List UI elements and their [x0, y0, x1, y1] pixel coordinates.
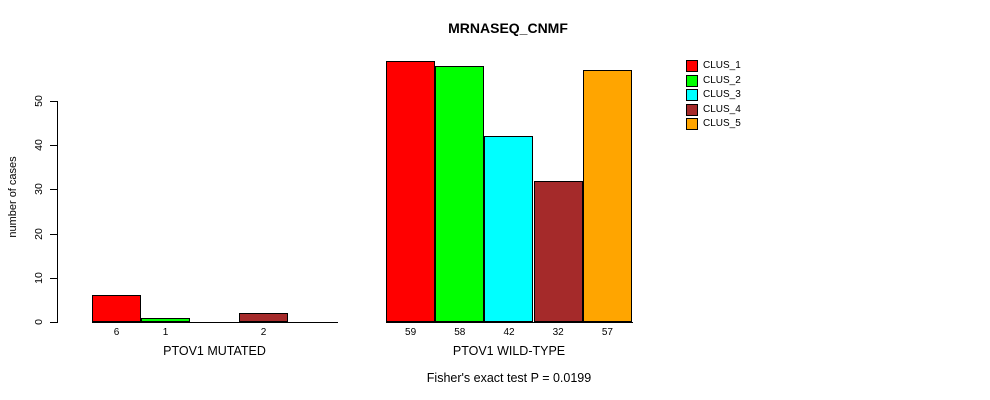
legend-item: CLUS_5: [686, 118, 741, 131]
bar-value-label: 58: [454, 327, 466, 338]
legend-item: CLUS_3: [686, 89, 741, 102]
legend-label: CLUS_1: [703, 60, 741, 71]
bar: [484, 136, 533, 322]
y-axis-tick-label: 40: [33, 139, 45, 152]
bar-value-label: 57: [601, 327, 613, 338]
legend-item: CLUS_4: [686, 103, 741, 116]
legend-item: CLUS_2: [686, 74, 741, 87]
y-axis-tick: [50, 189, 57, 191]
bar-value-label: 42: [503, 327, 515, 338]
group-label: PTOV1 WILD-TYPE: [452, 344, 566, 358]
y-axis-tick: [50, 145, 57, 147]
legend-swatch: [686, 60, 698, 72]
footer-annotation: Fisher's exact test P = 0.0199: [426, 371, 592, 385]
bar: [239, 313, 288, 322]
y-axis-label: number of cases: [7, 156, 19, 238]
bar: [141, 317, 190, 322]
legend-swatch: [686, 74, 698, 87]
x-axis-line: [386, 322, 633, 323]
bar-value-label: 32: [552, 327, 564, 338]
legend-label: CLUS_4: [703, 103, 741, 115]
bar-value-label: 59: [405, 327, 417, 338]
bar: [386, 61, 435, 322]
bar-value-label: 6: [113, 327, 120, 338]
y-axis-tick-label: 30: [33, 183, 45, 196]
bar: [92, 295, 141, 322]
bar-value-label: 1: [162, 327, 169, 338]
bar: [534, 180, 583, 322]
legend-swatch: [686, 103, 698, 116]
y-axis-tick-label: 50: [33, 95, 45, 107]
legend-swatch: [686, 89, 698, 102]
group-label: PTOV1 MUTATED: [163, 344, 266, 358]
y-axis-tick: [50, 233, 57, 235]
y-axis-tick-label: 20: [33, 227, 45, 240]
y-axis-tick: [50, 322, 57, 323]
legend-label: CLUS_2: [703, 74, 741, 86]
legend-item: CLUS_1: [686, 60, 741, 72]
y-axis-tick: [50, 101, 57, 102]
y-axis-tick-label: 0: [33, 319, 45, 325]
bar-value-label: 2: [260, 327, 267, 338]
y-axis-tick-label: 10: [33, 271, 45, 284]
legend-label: CLUS_5: [703, 118, 741, 130]
y-axis-line: [57, 101, 58, 323]
legend-swatch: [686, 118, 698, 131]
x-axis-line: [92, 322, 338, 323]
y-axis-tick: [50, 277, 57, 279]
chart-title: MRNASEQ_CNMF: [448, 20, 568, 36]
bar: [583, 70, 632, 322]
bar: [435, 65, 484, 322]
legend-label: CLUS_3: [703, 89, 741, 101]
